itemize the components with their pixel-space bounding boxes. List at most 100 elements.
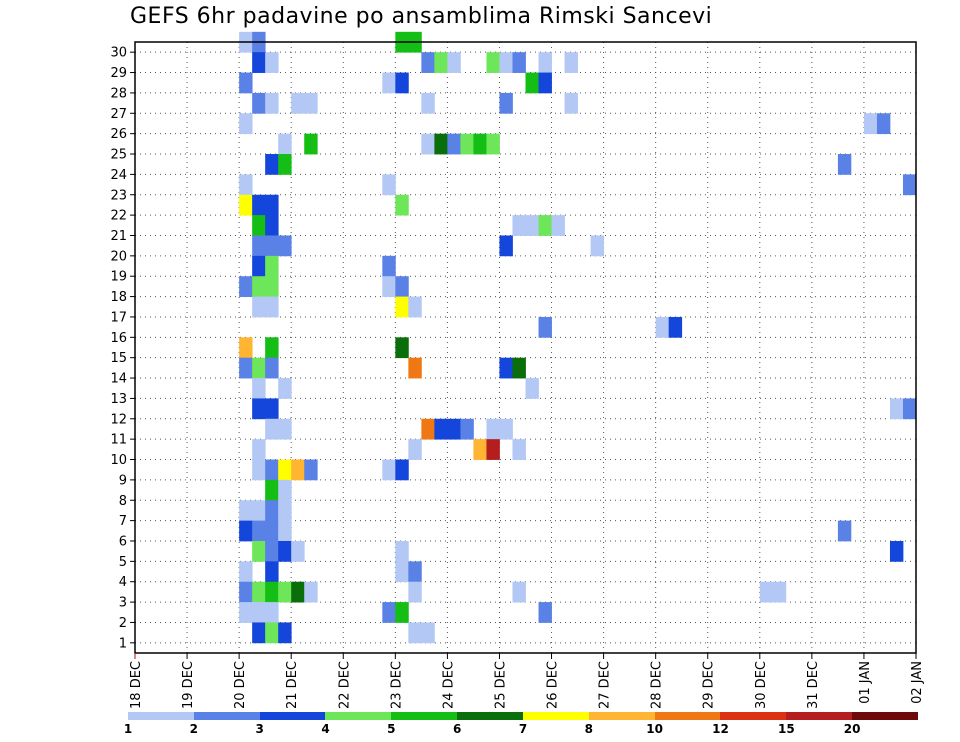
heatmap-cell bbox=[278, 479, 292, 501]
x-tick-label: 27 DEC bbox=[598, 661, 613, 709]
y-tick-label: 1 bbox=[119, 636, 127, 651]
heatmap-cell bbox=[252, 92, 266, 114]
heatmap-cell bbox=[512, 215, 526, 236]
heatmap-cell bbox=[512, 581, 526, 603]
heatmap-cell bbox=[278, 459, 292, 481]
heatmap-cell bbox=[239, 174, 253, 196]
heatmap-cell bbox=[239, 357, 253, 379]
heatmap-cell bbox=[278, 500, 292, 522]
legend-label: 3 bbox=[255, 722, 264, 736]
y-tick-label: 26 bbox=[110, 127, 127, 142]
y-tick-label: 22 bbox=[110, 209, 127, 224]
heatmap-cell bbox=[499, 357, 513, 379]
heatmap-cell bbox=[252, 296, 266, 318]
heatmap-cell bbox=[395, 459, 409, 481]
heatmap-cell bbox=[421, 622, 435, 644]
heatmap-cell bbox=[408, 622, 422, 644]
chart-title: GEFS 6hr padavine po ansamblima Rimski S… bbox=[130, 4, 713, 29]
y-tick-label: 24 bbox=[110, 168, 127, 183]
heatmap-cell bbox=[265, 398, 279, 420]
heatmap-cell bbox=[655, 316, 670, 338]
heatmap-cell bbox=[499, 418, 513, 440]
x-tick-label: 25 DEC bbox=[493, 661, 508, 709]
y-tick-label: 29 bbox=[110, 66, 127, 81]
heatmap-cell bbox=[902, 398, 917, 420]
heatmap-cell bbox=[265, 418, 279, 440]
heatmap-cell bbox=[239, 520, 253, 542]
y-tick-label: 27 bbox=[110, 107, 127, 122]
heatmap-cell bbox=[278, 622, 292, 644]
heatmap-cell bbox=[486, 418, 500, 440]
heatmap-cell bbox=[265, 154, 279, 175]
y-tick-label: 17 bbox=[110, 310, 127, 325]
y-tick-label: 4 bbox=[119, 575, 127, 590]
legend-label: 7 bbox=[518, 722, 528, 736]
heatmap-cell bbox=[382, 72, 396, 94]
heatmap-cell bbox=[486, 439, 500, 460]
heatmap-cell bbox=[395, 72, 409, 94]
heatmap-cell bbox=[304, 92, 318, 114]
y-tick-label: 14 bbox=[110, 372, 127, 387]
heatmap-cell bbox=[278, 418, 292, 440]
x-tick-label: 02 JAN bbox=[910, 661, 925, 704]
x-tick-label: 18 DEC bbox=[129, 661, 144, 709]
heatmap-cell bbox=[278, 581, 292, 603]
y-tick-label: 21 bbox=[110, 229, 127, 244]
heatmap-cell bbox=[252, 52, 266, 73]
y-tick-label: 30 bbox=[110, 46, 127, 61]
y-tick-label: 5 bbox=[119, 555, 127, 570]
heatmap-cell bbox=[590, 235, 604, 257]
heatmap-cell bbox=[382, 459, 396, 481]
heatmap-cell bbox=[668, 316, 683, 338]
heatmap-cell bbox=[538, 72, 552, 94]
heatmap-cell bbox=[304, 133, 318, 155]
y-tick-label: 12 bbox=[110, 412, 127, 427]
heatmap-cell bbox=[512, 357, 526, 379]
heatmap-cell bbox=[434, 52, 448, 73]
heatmap-cell bbox=[473, 133, 487, 155]
heatmap-cell bbox=[434, 418, 448, 440]
heatmap-cell bbox=[239, 337, 253, 359]
y-tick-label: 18 bbox=[110, 290, 127, 305]
heatmap-cell bbox=[265, 235, 279, 257]
heatmap-cell bbox=[460, 418, 474, 440]
heatmap-cell bbox=[265, 500, 279, 522]
heatmap-cells bbox=[239, 31, 917, 644]
heatmap-cell bbox=[239, 72, 253, 94]
heatmap-cell bbox=[252, 540, 266, 562]
heatmap-cell bbox=[447, 418, 461, 440]
heatmap-cell bbox=[499, 92, 513, 114]
heatmap-cell bbox=[278, 235, 292, 257]
heatmap-cell bbox=[525, 215, 539, 236]
heatmap-cell bbox=[265, 255, 279, 277]
heatmap-cell bbox=[473, 439, 487, 460]
heatmap-cell bbox=[252, 622, 266, 644]
heatmap-cell bbox=[512, 52, 526, 73]
heatmap-cell bbox=[265, 540, 279, 562]
heatmap-cell bbox=[395, 561, 409, 583]
heatmap-cell bbox=[252, 255, 266, 277]
legend-color-swatch bbox=[588, 712, 655, 720]
plot-frame bbox=[134, 41, 917, 654]
legend-label: 12 bbox=[712, 722, 729, 736]
heatmap-cell bbox=[902, 174, 917, 196]
heatmap-cell bbox=[265, 194, 279, 216]
legend-label: 4 bbox=[321, 722, 330, 736]
heatmap-cell bbox=[291, 92, 305, 114]
heatmap-cell bbox=[278, 540, 292, 562]
color-legend-bar bbox=[128, 712, 918, 720]
heatmap-cell bbox=[421, 133, 435, 155]
x-tick-label: 20 DEC bbox=[233, 661, 248, 709]
y-tick-label: 16 bbox=[110, 331, 127, 346]
legend-color-swatch bbox=[325, 712, 392, 720]
heatmap-cell bbox=[434, 133, 448, 155]
y-axis-ticks: 1234567891011121314151617181920212223242… bbox=[110, 46, 135, 651]
heatmap-cell bbox=[564, 92, 578, 114]
heatmap-cell bbox=[291, 581, 305, 603]
y-tick-label: 3 bbox=[119, 596, 127, 611]
y-tick-label: 13 bbox=[110, 392, 127, 407]
y-tick-label: 11 bbox=[110, 433, 127, 448]
heatmap-cell bbox=[265, 459, 279, 481]
heatmap-cell bbox=[395, 194, 409, 216]
legend-color-swatch bbox=[786, 712, 853, 720]
